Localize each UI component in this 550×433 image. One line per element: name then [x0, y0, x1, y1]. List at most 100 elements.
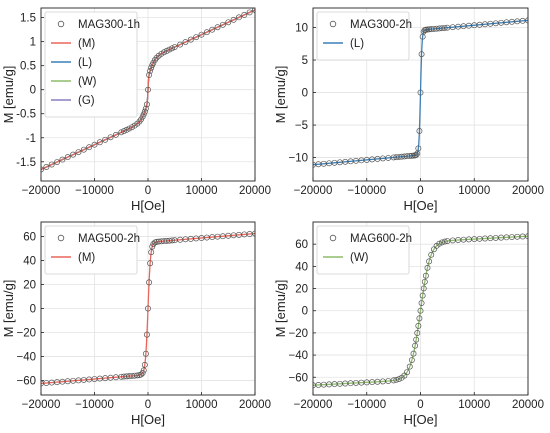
- y-tick-label: 60: [295, 239, 308, 251]
- y-tick-label: 1: [30, 37, 36, 49]
- data-point: [138, 116, 144, 123]
- data-point: [147, 67, 154, 74]
- legend-label: (W): [78, 76, 97, 88]
- chart-panel-3: −20000 −10000 0 10000 20000 −60 −40 −20 0 20 40 60 H…: [1, 221, 271, 427]
- legend-entry: MAG300-2h: [329, 19, 412, 31]
- data-point: [70, 151, 77, 158]
- legend-box: [44, 225, 138, 275]
- y-tick-label: −20: [288, 328, 308, 340]
- x-tick-label: 0: [417, 399, 423, 411]
- legend-marker: [329, 234, 337, 242]
- y-axis-label: M [emu/g]: [1, 280, 16, 338]
- data-point: [143, 101, 150, 108]
- series-line-4: [41, 9, 255, 171]
- data-point: [418, 51, 425, 58]
- data-point: [150, 59, 157, 66]
- legend-label: MAG300-2h: [350, 19, 412, 31]
- x-tick-label: −20000: [22, 185, 61, 197]
- data-point: [525, 17, 528, 24]
- data-point: [436, 240, 443, 247]
- x-tick-label: 10000: [186, 399, 218, 411]
- data-point: [230, 16, 237, 23]
- legend-label: (G): [78, 95, 95, 107]
- data-point: [134, 372, 141, 379]
- legend-entry: MAG600-2h: [329, 233, 412, 245]
- data-point: [148, 249, 155, 256]
- x-axis-label: H[Oe]: [404, 198, 438, 213]
- data-point: [145, 305, 151, 312]
- y-tick-label: −40: [288, 350, 308, 362]
- x-tick-label: 10000: [186, 185, 218, 197]
- y-tick-label: 1.5: [20, 13, 36, 25]
- y-tick-label: −10: [288, 153, 308, 165]
- y-tick-label: -1.5: [16, 157, 36, 169]
- legend-label: (M): [78, 38, 95, 50]
- y-tick-label: 40: [295, 261, 308, 273]
- series-line: [313, 19, 528, 166]
- data-point: [424, 264, 431, 271]
- data-point: [166, 46, 173, 53]
- data-point: [441, 24, 448, 31]
- data-point: [404, 369, 411, 376]
- y-tick-label: 0: [30, 304, 36, 316]
- data-point: [123, 126, 130, 133]
- data-point: [187, 36, 194, 43]
- legend-label: MAG600-2h: [350, 233, 412, 245]
- data-point: [426, 258, 433, 265]
- x-tick-label: −20000: [294, 185, 333, 197]
- data-point: [141, 108, 148, 115]
- data-point: [59, 156, 66, 163]
- data-point: [417, 307, 424, 314]
- data-point: [439, 239, 445, 246]
- data-point: [418, 300, 425, 307]
- plot-area: [41, 8, 255, 173]
- data-point: [102, 136, 109, 143]
- y-tick-label: 0.5: [20, 61, 36, 73]
- y-tick-label: 20: [295, 284, 308, 296]
- y-tick-label: -1: [26, 133, 36, 145]
- data-point: [413, 336, 420, 343]
- data-point: [396, 376, 402, 382]
- data-point: [390, 377, 397, 384]
- data-point: [421, 278, 428, 285]
- data-point: [235, 14, 242, 21]
- data-point: [408, 357, 415, 364]
- y-tick-label: −60: [16, 376, 36, 388]
- data-point: [107, 134, 114, 141]
- legend: MAG300-2h (L): [316, 11, 412, 61]
- chart-panel-4: −20000 −10000 0 10000 20000 −60 −40 −20 0 20 40 60 H…: [273, 221, 544, 427]
- data-point: [139, 370, 146, 376]
- data-point: [413, 152, 420, 158]
- x-tick-label: 10000: [458, 399, 490, 411]
- x-axis-label: H[Oe]: [404, 412, 438, 427]
- legend: MAG600-2h (W): [316, 225, 412, 275]
- data-point: [214, 24, 221, 31]
- data-point: [134, 120, 141, 127]
- data-point: [171, 44, 178, 51]
- data-point: [428, 251, 435, 258]
- plot-area: [313, 233, 528, 389]
- legend-label: MAG500-2h: [78, 233, 140, 245]
- data-point: [75, 149, 82, 156]
- data-point: [91, 141, 98, 148]
- y-tick-label: -0.5: [16, 109, 36, 121]
- data-point: [416, 127, 423, 134]
- y-tick-label: 0: [302, 88, 308, 100]
- x-tick-label: 10000: [458, 185, 490, 197]
- y-tick-label: 5: [302, 55, 308, 67]
- legend-entry: (M): [51, 252, 95, 264]
- y-tick-label: −40: [16, 352, 36, 364]
- x-tick-label: −10000: [75, 399, 114, 411]
- data-point: [441, 238, 448, 245]
- data-point: [169, 45, 176, 52]
- data-point: [142, 105, 149, 112]
- x-tick-label: 0: [417, 185, 423, 197]
- y-tick-label: −60: [288, 372, 308, 384]
- legend-entry: (W): [323, 252, 369, 264]
- data-point: [149, 243, 156, 250]
- data-point: [146, 72, 153, 78]
- data-point: [147, 260, 154, 267]
- x-tick-label: −10000: [75, 185, 114, 197]
- legend-entry: (L): [323, 38, 364, 50]
- data-point: [118, 129, 125, 136]
